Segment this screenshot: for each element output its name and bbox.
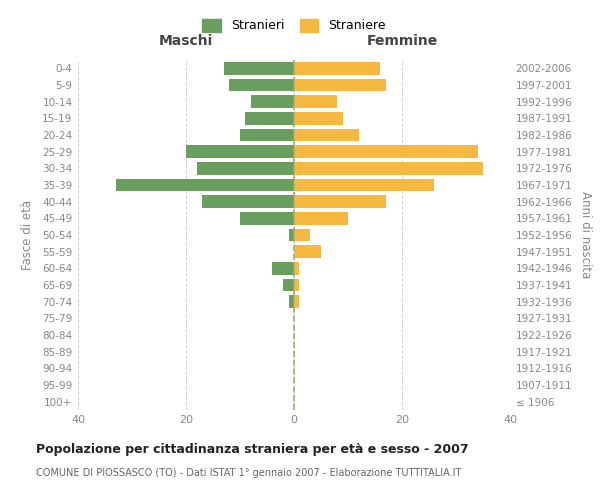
Bar [294, 96, 337, 108]
Bar [283, 279, 294, 291]
Bar [245, 112, 294, 124]
Bar [294, 179, 434, 192]
Bar [197, 162, 294, 174]
Text: Maschi: Maschi [159, 34, 213, 48]
Bar [289, 229, 294, 241]
Bar [202, 196, 294, 208]
Legend: Stranieri, Straniere: Stranieri, Straniere [197, 14, 391, 38]
Bar [251, 96, 294, 108]
Bar [294, 246, 321, 258]
Bar [289, 296, 294, 308]
Bar [294, 79, 386, 92]
Bar [294, 62, 380, 74]
Y-axis label: Fasce di età: Fasce di età [21, 200, 34, 270]
Bar [224, 62, 294, 74]
Bar [186, 146, 294, 158]
Text: COMUNE DI PIOSSASCO (TO) - Dati ISTAT 1° gennaio 2007 - Elaborazione TUTTITALIA.: COMUNE DI PIOSSASCO (TO) - Dati ISTAT 1°… [36, 468, 461, 477]
Bar [240, 212, 294, 224]
Bar [294, 146, 478, 158]
Text: Popolazione per cittadinanza straniera per età e sesso - 2007: Popolazione per cittadinanza straniera p… [36, 442, 469, 456]
Bar [294, 129, 359, 141]
Bar [294, 162, 483, 174]
Bar [116, 179, 294, 192]
Bar [294, 196, 386, 208]
Bar [294, 112, 343, 124]
Text: Femmine: Femmine [367, 34, 437, 48]
Y-axis label: Anni di nascita: Anni di nascita [579, 192, 592, 278]
Bar [240, 129, 294, 141]
Bar [294, 296, 299, 308]
Bar [294, 229, 310, 241]
Bar [294, 212, 348, 224]
Bar [294, 279, 299, 291]
Bar [229, 79, 294, 92]
Bar [294, 262, 299, 274]
Bar [272, 262, 294, 274]
